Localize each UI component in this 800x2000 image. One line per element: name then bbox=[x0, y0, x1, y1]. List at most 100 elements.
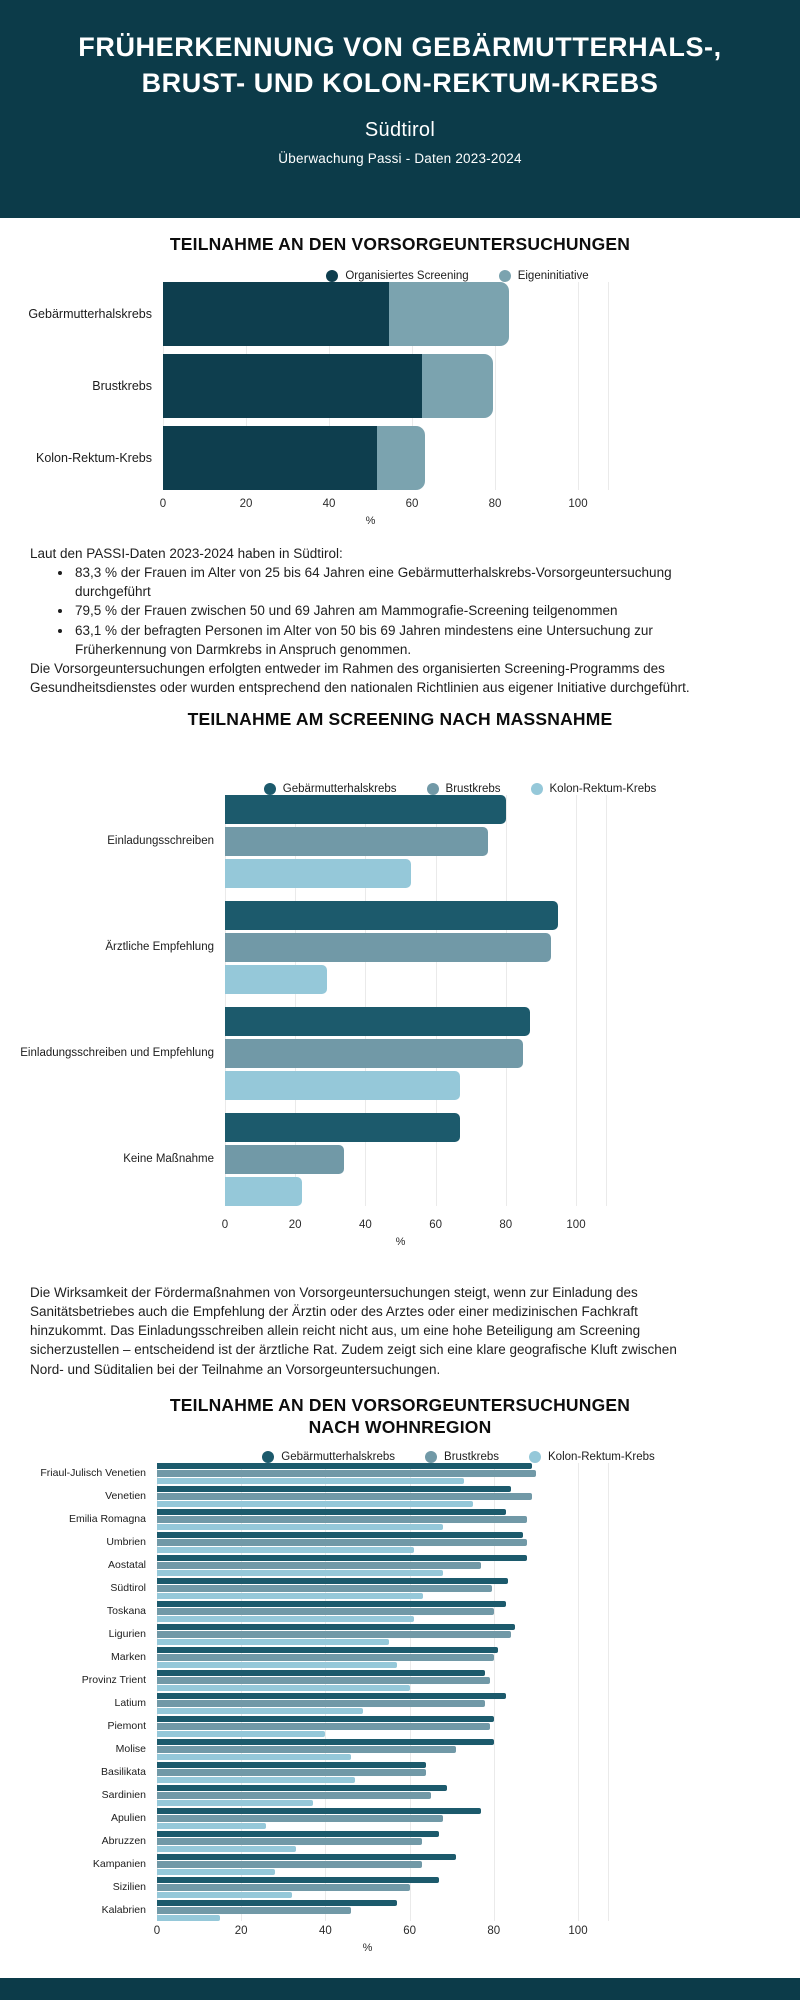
bar-segment bbox=[376, 425, 425, 490]
bar bbox=[157, 1661, 397, 1669]
legend-swatch-icon bbox=[529, 1450, 541, 1463]
legend-swatch-icon bbox=[326, 269, 339, 282]
legend-item: Gebärmutterhalskrebs bbox=[263, 783, 397, 795]
bar bbox=[157, 1585, 492, 1592]
chart1-x-axis-label: % bbox=[365, 514, 376, 527]
bar bbox=[157, 1738, 494, 1746]
summary-outro: Die Vorsorgeuntersuchungen erfolgten ent… bbox=[30, 660, 690, 695]
chart-row: Basilikata bbox=[7, 1761, 800, 1784]
page-title-line2: BRUST- UND KOLON-REKTUM-KREBS bbox=[141, 67, 659, 98]
bar-group bbox=[157, 1761, 578, 1784]
bar bbox=[157, 1891, 292, 1899]
chart3-gridlines bbox=[157, 1462, 609, 1922]
bar-group bbox=[157, 1577, 578, 1600]
bar bbox=[157, 1761, 427, 1769]
chart-row: Kalabrien bbox=[7, 1899, 800, 1922]
category-label: Kolon-Rektum-Krebs bbox=[35, 450, 152, 465]
bar bbox=[157, 1822, 267, 1830]
gridline bbox=[325, 1462, 327, 1922]
gridline bbox=[495, 281, 496, 490]
category-label: Venetien bbox=[105, 1490, 146, 1503]
page-subtitle: Südtirol bbox=[364, 119, 436, 142]
bar-segment bbox=[163, 281, 390, 346]
chart-row: Abruzzen bbox=[7, 1830, 800, 1853]
bar bbox=[157, 1684, 410, 1692]
bar bbox=[157, 1623, 515, 1631]
bar-group bbox=[157, 1784, 578, 1807]
bar bbox=[157, 1608, 494, 1615]
legend-item: Brustkrebs bbox=[426, 783, 501, 795]
bar bbox=[225, 901, 559, 930]
bar-group bbox=[157, 1669, 578, 1692]
chart-row: Provinz Trient bbox=[7, 1669, 800, 1692]
category-label: Toskana bbox=[106, 1605, 146, 1618]
gridline bbox=[241, 1462, 243, 1922]
category-label: Sizilien bbox=[112, 1881, 146, 1894]
axis-tick-label: 40 bbox=[318, 1925, 332, 1938]
passi-summary-text: Laut den PASSI-Daten 2023-2024 haben in … bbox=[30, 544, 770, 697]
bar bbox=[157, 1646, 498, 1654]
legend-label: Gebärmutterhalskrebs bbox=[281, 1450, 396, 1463]
bar bbox=[157, 1516, 528, 1523]
bar bbox=[157, 1884, 410, 1891]
bar bbox=[157, 1815, 444, 1822]
legend-item: Brustkrebs bbox=[425, 1450, 499, 1463]
bar bbox=[157, 1730, 326, 1738]
category-label: Südtirol bbox=[110, 1582, 146, 1595]
chart-row: Kolon-Rektum-Krebs bbox=[5, 425, 800, 490]
chart-participation-stacked: Organisiertes Screening Eigeninitiative G… bbox=[5, 269, 800, 532]
bar-group bbox=[225, 1113, 576, 1206]
chart-row: Gebärmutterhalskrebs bbox=[5, 281, 800, 346]
bar bbox=[157, 1523, 444, 1531]
chart2-legend: Gebärmutterhalskrebs Brustkrebs Kolon-Rekt… bbox=[10, 783, 800, 795]
legend-label: Organisiertes Screening bbox=[345, 269, 469, 282]
legend-item: Gebärmutterhalskrebs bbox=[262, 1450, 396, 1463]
chart-row: Piemont bbox=[7, 1715, 800, 1738]
legend-swatch-icon bbox=[262, 1450, 275, 1463]
bar bbox=[157, 1631, 511, 1638]
category-label: Abruzzen bbox=[101, 1835, 146, 1848]
bar bbox=[157, 1845, 296, 1853]
bar bbox=[157, 1615, 414, 1623]
chart3-plot-area: Friaul-Julisch Venetien Venetien Emilia Ro… bbox=[7, 1462, 800, 1922]
bar bbox=[225, 1145, 345, 1174]
bar bbox=[157, 1799, 313, 1807]
category-label: Molise bbox=[115, 1743, 146, 1756]
category-label: Einladungsschreiben und Empfehlung bbox=[20, 1046, 214, 1059]
category-label: Einladungsschreiben bbox=[107, 834, 214, 847]
gridline bbox=[493, 1462, 495, 1922]
chart2-gridlines bbox=[225, 795, 607, 1206]
bar bbox=[157, 1654, 494, 1661]
bar bbox=[225, 965, 327, 994]
bar bbox=[157, 1769, 427, 1776]
axis-tick-label: 60 bbox=[403, 1925, 416, 1938]
bar-group bbox=[157, 1508, 578, 1531]
bar bbox=[157, 1569, 444, 1577]
chart-screening-by-measure: Gebärmutterhalskrebs Brustkrebs Kolon-Rekt… bbox=[10, 783, 800, 1253]
chart-row: Sardinien bbox=[7, 1784, 800, 1807]
bar bbox=[225, 795, 506, 824]
bar bbox=[157, 1562, 482, 1569]
bar bbox=[157, 1554, 528, 1562]
bar bbox=[225, 1113, 461, 1142]
bar-group bbox=[157, 1715, 578, 1738]
effectiveness-text: Die Wirksamkeit der Fördermaßnahmen von … bbox=[30, 1283, 770, 1379]
header-banner: FRÜHERKENNUNG VON GEBÄRMUTTERHALS-, BRUS… bbox=[0, 0, 800, 218]
bar-group bbox=[157, 1623, 578, 1646]
bar bbox=[225, 1007, 531, 1036]
bar bbox=[157, 1539, 528, 1546]
gridline bbox=[578, 1462, 579, 1922]
category-label: Provinz Trient bbox=[81, 1674, 146, 1687]
legend-swatch-icon bbox=[530, 783, 543, 795]
section3-title: TEILNAHME AN DEN VORSORGEUNTERSUCHUNGEN … bbox=[169, 1394, 631, 1437]
bar-group bbox=[157, 1554, 578, 1577]
chart-row: Einladungsschreiben bbox=[10, 795, 800, 888]
bar-group bbox=[157, 1738, 578, 1761]
section2-title: TEILNAHME AM SCREENING NACH MASSNAHME bbox=[187, 709, 613, 730]
legend-label: Kolon-Rektum-Krebs bbox=[549, 783, 657, 795]
chart-row: Latium bbox=[7, 1692, 800, 1715]
bar bbox=[225, 1071, 461, 1100]
axis-tick-label: 0 bbox=[221, 1219, 229, 1231]
bar bbox=[157, 1577, 508, 1585]
